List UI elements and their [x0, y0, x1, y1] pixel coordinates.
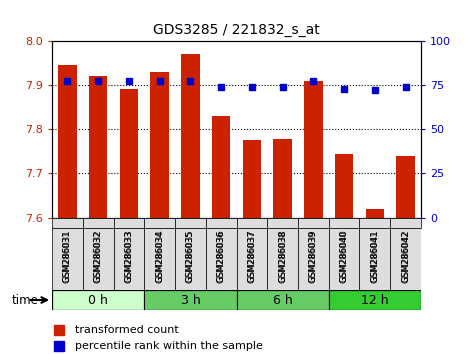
- Text: GSM286034: GSM286034: [155, 230, 164, 283]
- Bar: [150, 72, 169, 218]
- Bar: [359, 218, 390, 228]
- Text: GSM286036: GSM286036: [217, 230, 226, 283]
- Text: GSM286038: GSM286038: [278, 230, 287, 283]
- Text: GSM286033: GSM286033: [124, 230, 133, 282]
- Bar: [52, 290, 144, 310]
- Bar: [267, 228, 298, 292]
- Bar: [236, 228, 267, 292]
- Text: GSM286040: GSM286040: [340, 230, 349, 282]
- Bar: [366, 209, 384, 218]
- Bar: [175, 228, 206, 292]
- Bar: [390, 228, 421, 292]
- Text: 12 h: 12 h: [361, 293, 389, 307]
- Bar: [273, 139, 292, 218]
- Text: GSM286042: GSM286042: [401, 230, 410, 283]
- Text: GSM286031: GSM286031: [63, 230, 72, 283]
- Bar: [396, 156, 415, 218]
- Text: GSM286040: GSM286040: [340, 230, 349, 283]
- Text: GSM286031: GSM286031: [63, 230, 72, 282]
- Text: percentile rank within the sample: percentile rank within the sample: [76, 341, 263, 351]
- Bar: [52, 218, 83, 228]
- Text: GSM286036: GSM286036: [217, 230, 226, 282]
- Text: GSM286041: GSM286041: [370, 230, 379, 283]
- Bar: [83, 218, 114, 228]
- Text: GSM286032: GSM286032: [94, 230, 103, 282]
- Bar: [144, 218, 175, 228]
- Bar: [329, 290, 421, 310]
- Bar: [267, 218, 298, 228]
- Text: GSM286038: GSM286038: [278, 230, 287, 282]
- Bar: [144, 228, 175, 292]
- Text: GSM286035: GSM286035: [186, 230, 195, 283]
- Bar: [114, 228, 144, 292]
- Text: 6 h: 6 h: [273, 293, 292, 307]
- Bar: [52, 228, 83, 292]
- Text: time: time: [12, 294, 39, 307]
- Bar: [304, 80, 323, 218]
- Text: GSM286037: GSM286037: [247, 230, 256, 283]
- Text: 0 h: 0 h: [88, 293, 108, 307]
- Bar: [298, 218, 329, 228]
- Text: GSM286039: GSM286039: [309, 230, 318, 282]
- Bar: [329, 228, 359, 292]
- Bar: [243, 140, 261, 218]
- Bar: [144, 290, 236, 310]
- Text: GSM286042: GSM286042: [401, 230, 410, 282]
- Text: GSM286035: GSM286035: [186, 230, 195, 282]
- Bar: [236, 290, 329, 310]
- Text: GSM286037: GSM286037: [247, 230, 256, 282]
- Bar: [58, 65, 77, 218]
- Text: transformed count: transformed count: [76, 325, 179, 335]
- Bar: [120, 90, 138, 218]
- Bar: [114, 218, 144, 228]
- Bar: [206, 228, 236, 292]
- Text: GSM286034: GSM286034: [155, 230, 164, 282]
- Bar: [359, 228, 390, 292]
- Text: GSM286033: GSM286033: [124, 230, 133, 283]
- Bar: [89, 76, 107, 218]
- Bar: [335, 154, 353, 218]
- Text: GSM286041: GSM286041: [370, 230, 379, 282]
- Bar: [298, 228, 329, 292]
- Bar: [181, 54, 200, 218]
- Bar: [212, 116, 230, 218]
- Bar: [83, 228, 114, 292]
- Text: GSM286039: GSM286039: [309, 230, 318, 283]
- Text: 3 h: 3 h: [181, 293, 200, 307]
- Bar: [329, 218, 359, 228]
- Bar: [236, 218, 267, 228]
- Bar: [390, 218, 421, 228]
- Text: GDS3285 / 221832_s_at: GDS3285 / 221832_s_at: [153, 23, 320, 37]
- Bar: [175, 218, 206, 228]
- Bar: [206, 218, 236, 228]
- Text: GSM286032: GSM286032: [94, 230, 103, 283]
